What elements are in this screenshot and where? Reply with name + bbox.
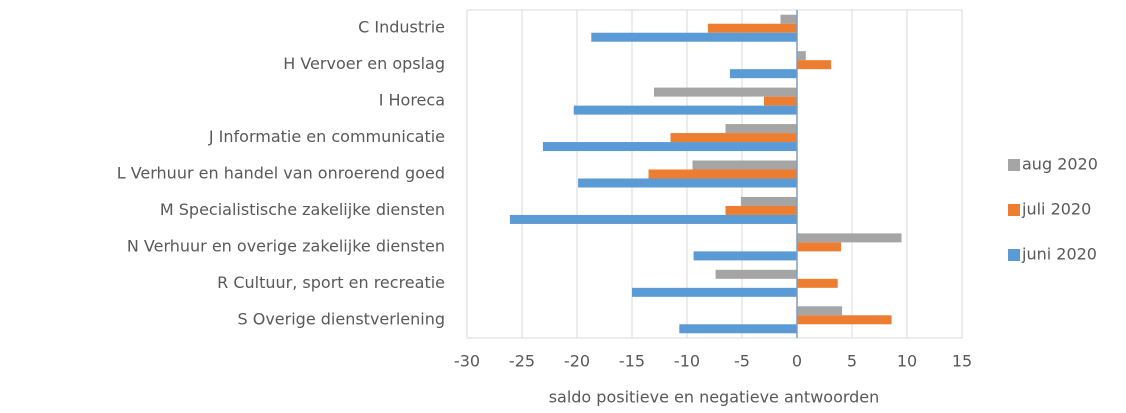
bar [797,315,892,325]
x-tick-label: -25 [509,352,535,371]
x-tick-label: -5 [734,352,750,371]
bar [740,196,797,206]
bar [509,214,797,224]
bar [797,306,843,316]
legend-swatch [1008,159,1020,171]
bar [542,142,797,152]
bar [692,160,797,170]
x-tick-label: 15 [952,352,972,371]
bar [780,14,797,24]
bar [725,205,797,215]
y-tick-label: R Cultuur, sport en recreatie [217,273,445,292]
bar [648,169,797,179]
legend-label: juni 2020 [1021,245,1097,264]
plot-border [466,9,963,339]
bar [764,96,797,106]
x-tick-label: 0 [792,352,802,371]
bar [715,269,797,279]
x-tick-label: -10 [674,352,700,371]
bar [797,242,841,252]
y-tick-label: S Overige dienstverlening [237,309,445,328]
y-tick-label: J Informatie en communicatie [208,127,445,146]
bar [654,87,797,97]
bar [725,124,797,134]
bar [632,287,797,297]
bar [573,105,797,115]
x-tick-label: -30 [454,352,480,371]
x-axis-label: saldo positieve en negatieve antwoorden [549,388,880,407]
x-tick-label: 5 [847,352,857,371]
y-tick-label: H Vervoer en opslag [283,54,445,73]
bar [729,69,797,79]
bar [591,32,797,42]
bar [670,133,797,143]
y-tick-label: C Industrie [358,18,445,37]
bar [693,251,797,261]
legend-label: aug 2020 [1022,155,1098,174]
y-tick-label: M Specialistische zakelijke diensten [160,200,445,219]
y-tick-label: N Verhuur en overige zakelijke diensten [127,236,445,255]
bar [679,324,797,334]
x-tick-label: 10 [897,352,917,371]
bar [797,233,902,243]
bar [797,278,838,288]
legend-swatch [1008,249,1020,261]
y-tick-label: L Verhuur en handel van onroerend goed [117,164,445,183]
bar [797,51,806,61]
x-tick-label: -20 [564,352,590,371]
legend-label: juli 2020 [1021,200,1091,219]
bar [797,60,832,70]
bar [707,23,797,33]
legend-swatch [1008,204,1020,216]
bar [578,178,797,188]
y-tick-label: I Horeca [379,91,445,110]
x-tick-label: -15 [619,352,645,371]
